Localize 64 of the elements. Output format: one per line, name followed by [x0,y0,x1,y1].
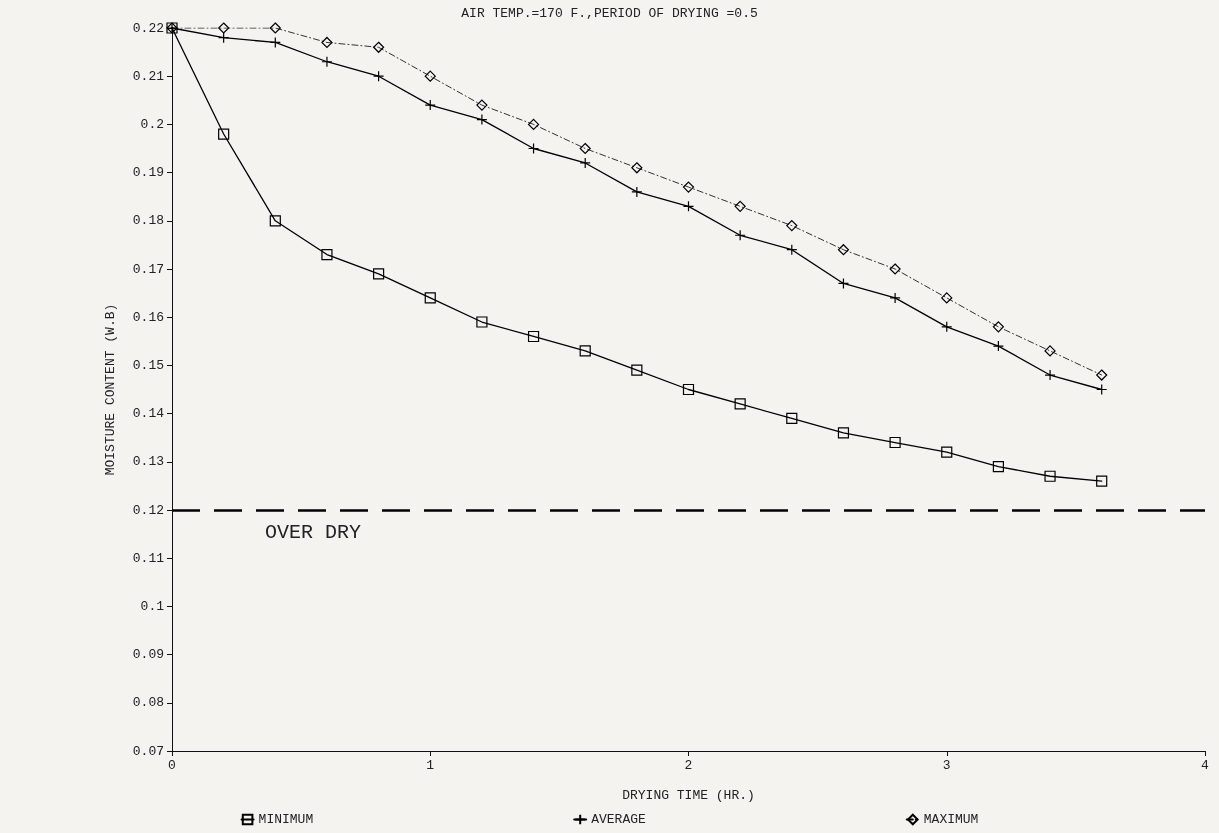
y-tick-label: 0.18 [132,213,164,229]
y-tick-label: 0.17 [132,261,164,277]
y-tick-label: 0.07 [132,743,164,759]
legend-label: MINIMUM [258,812,314,827]
point [786,412,798,425]
point [476,316,488,328]
point [992,321,1004,333]
legend-label: MAXIMUM [923,812,979,827]
y-tick-label: 0.13 [132,454,164,470]
x-tick-label: 2 [684,758,693,773]
point [992,461,1004,473]
x-tick-label: 3 [942,758,951,773]
point [424,70,436,82]
y-tick-label: 0.22 [132,20,164,36]
y-tick-label: 0.08 [132,695,164,711]
point [1096,475,1108,487]
x-tick-label: 1 [426,758,435,773]
point [734,200,746,212]
point [786,220,798,232]
y-tick-label: 0.15 [132,357,164,373]
y-tick-label: 0.21 [132,68,165,84]
point [941,292,953,304]
point [321,248,333,261]
point [218,22,230,34]
y-tick-label: 0.2 [140,116,164,132]
x-axis-title: DRYING TIME (HR.) [622,788,755,803]
x-tick-label: 0 [168,758,176,773]
point [269,22,281,34]
point [579,142,591,155]
y-tick-label: 0.14 [132,406,165,422]
point [1044,470,1056,482]
y-tick-label: 0.19 [132,165,164,181]
chart-title: AIR TEMP.=170 F.,PERIOD OF DRYING =0.5 [461,6,758,21]
point [1096,369,1108,381]
point [889,263,901,275]
point [734,398,746,410]
point [1044,345,1056,357]
point [837,427,850,439]
y-tick-label: 0.1 [140,598,165,614]
point [476,99,488,111]
point [527,118,540,130]
point [373,41,385,53]
point [682,383,695,396]
point [682,181,695,193]
point [631,364,643,376]
y-tick-label: 0.12 [132,502,164,518]
annotation: OVER DRY [265,520,362,544]
point [218,128,230,140]
y-axis-title: MOISTURE CONTENT (W.B) [103,303,118,476]
point [269,215,281,227]
x-tick-label: 4 [1201,758,1210,773]
point [889,436,901,449]
point [941,446,953,458]
point [579,345,591,357]
point [837,244,850,256]
y-tick-label: 0.09 [132,647,164,663]
point [631,162,643,174]
legend-label: AVERAGE [591,812,646,827]
y-tick-label: 0.16 [132,309,164,325]
y-tick-label: 0.11 [132,550,165,566]
point [424,292,436,304]
point [373,268,385,280]
point [527,330,540,343]
point [321,36,333,49]
